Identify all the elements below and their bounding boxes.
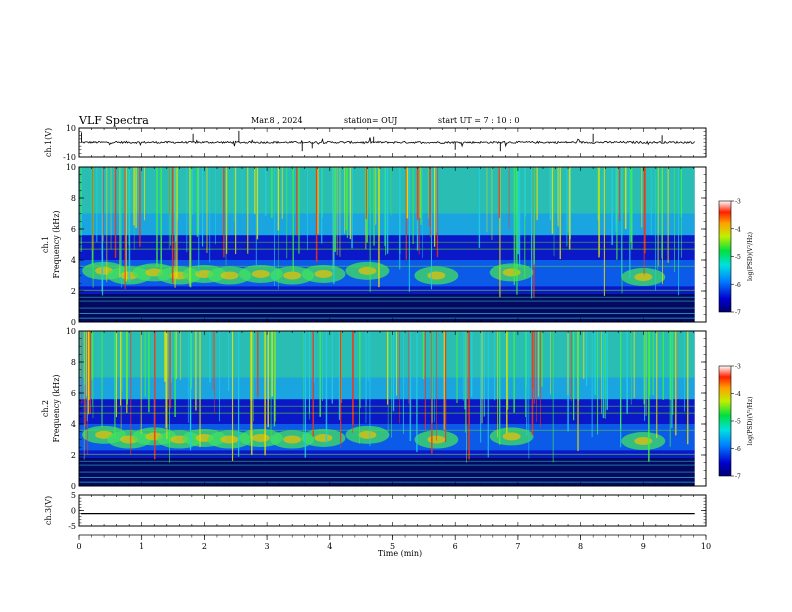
emission-core [358,430,377,439]
x-tick-label: 2 [202,542,207,551]
y-tick-label: 0 [71,482,76,491]
y-axis-label: ch.1 [41,236,50,253]
emission-core [634,273,653,282]
spectrogram-image [79,331,706,486]
date-label: Mar.8 , 2024 [251,116,303,125]
panel-frame [78,494,707,527]
x-tick-label: 9 [641,542,646,551]
emission-core [314,269,333,278]
emission-core [634,437,653,446]
ch3-waveform-panel: 5 0 -5 ch.3(V) [44,491,707,531]
emission-core [502,432,521,441]
colorbar-tick-label: -6 [735,446,741,453]
emission-core [358,266,377,275]
colorbar-tick-label: -7 [735,310,741,317]
no-data-strip [694,167,706,322]
x-tick-label: 3 [265,542,270,551]
y-tick-label: 6 [71,389,76,398]
colorbar-label: log(PSD)(V²/Hz) [747,397,754,446]
colorbar-tick-label: -3 [735,199,741,206]
ch2-spectrogram-panel: 0 2 4 6 8 10 ch.2 Frequency (kHz) [41,327,707,491]
ch1-colorbar: -3 -4 -5 -6 -7 log(PSD)(V²/Hz) [718,199,754,317]
x-tick-label: 7 [515,542,520,551]
y-tick-label: 10 [66,327,76,336]
x-tick-label: 5 [390,542,395,551]
y-tick-label: 6 [71,225,76,234]
y-tick-label: 0 [71,507,76,516]
colorbar-tick-label: -7 [735,474,741,481]
colorbar-tick-label: -4 [735,391,741,398]
emission-core [251,269,270,278]
station-label: station= OUJ [344,116,397,125]
x-tick-label: 6 [453,542,458,551]
ch2-colorbar: -3 -4 -5 -6 -7 log(PSD)(V²/Hz) [718,364,754,481]
y-axis-label: Frequency (kHz) [52,210,61,278]
start-time-label: start UT = 7 : 10 : 0 [438,116,519,125]
y-tick-label: -5 [68,522,76,531]
x-tick-label: 0 [76,542,81,551]
y-tick-label: 8 [71,358,76,367]
ch1-spectrogram-panel: 0 2 4 6 8 10 ch.1 Frequency (kHz) [41,163,707,327]
x-tick-label: 10 [701,542,711,551]
no-data-strip [694,331,706,486]
colorbar-gradient [718,365,732,477]
ch1-waveform-line [80,137,696,148]
emission-core [283,271,302,280]
ch1-waveform-panel: 10 -10 ch.1(V) [44,124,707,162]
colorbar-label: log(PSD)(V²/Hz) [747,232,754,281]
colorbar-tick-label: -4 [735,226,741,233]
y-tick-label: 4 [71,420,76,429]
x-tick-label: 4 [327,542,332,551]
y-axis-label: Frequency (kHz) [52,374,61,442]
emission-core [314,433,333,442]
y-tick-label: 2 [71,451,76,460]
y-axis-label: ch.2 [41,400,50,417]
emission-core [251,433,270,442]
time-axis: 0 1 2 3 4 5 6 7 8 9 10 [76,534,711,551]
y-tick-label: 0 [71,318,76,327]
emission-core [220,271,239,280]
emission-core [427,271,446,280]
y-axis-label: ch.3(V) [44,496,53,525]
colorbar-tick-label: -6 [735,282,741,289]
emission-core [283,435,302,444]
x-tick-label: 1 [139,542,144,551]
y-tick-label: 5 [71,491,76,500]
y-tick-label: 10 [66,163,76,172]
figure-title: VLF Spectra [78,114,149,127]
emission-core [502,268,521,277]
colorbar-gradient [718,200,732,313]
y-tick-label: 4 [71,256,76,265]
x-tick-label: 8 [578,542,583,551]
y-tick-label: -10 [63,153,76,162]
y-tick-label: 8 [71,194,76,203]
colorbar-tick-label: -3 [735,364,741,371]
spectrogram-image [79,167,706,322]
y-tick-label: 10 [66,124,76,133]
x-axis-label: Time (min) [378,549,422,558]
y-tick-label: 2 [71,287,76,296]
colorbar-tick-label: -5 [735,419,741,426]
y-axis-label: ch.1(V) [44,128,53,157]
emission-core [220,435,239,444]
colorbar-tick-label: -5 [735,254,741,261]
